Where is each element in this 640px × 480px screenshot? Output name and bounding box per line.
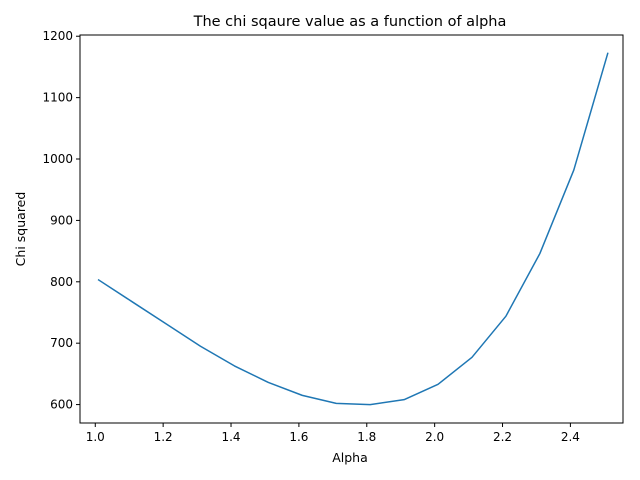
y-tick-label: 800 <box>50 275 73 289</box>
y-axis: 600 700 800 900 1000 1100 1200 <box>42 29 80 412</box>
x-tick-label: 1.0 <box>86 430 105 444</box>
series-line-0 <box>97 52 609 406</box>
y-tick-label: 1000 <box>42 152 73 166</box>
y-tick-label: 1100 <box>42 91 73 105</box>
axes-frame <box>79 34 624 424</box>
y-tick-label: 900 <box>50 213 73 227</box>
x-tick-label: 1.2 <box>154 430 173 444</box>
y-tick-label: 700 <box>50 336 73 350</box>
x-axis-label: Alpha <box>332 450 368 465</box>
y-tick-label: 1200 <box>42 29 73 43</box>
chart-title: The chi sqaure value as a function of al… <box>193 14 507 30</box>
x-tick-label: 2.2 <box>493 430 512 444</box>
x-tick-label: 1.8 <box>357 430 376 444</box>
x-tick-label: 1.6 <box>289 430 308 444</box>
y-axis-label: Chi squared <box>13 192 28 267</box>
x-tick-label: 2.4 <box>561 430 580 444</box>
x-axis: 1.0 1.2 1.4 1.6 1.8 2.0 2.2 2.4 <box>86 423 580 444</box>
plot-area <box>97 52 609 406</box>
y-tick-label: 600 <box>50 398 73 412</box>
x-tick-label: 2.0 <box>425 430 444 444</box>
x-tick-label: 1.4 <box>221 430 240 444</box>
